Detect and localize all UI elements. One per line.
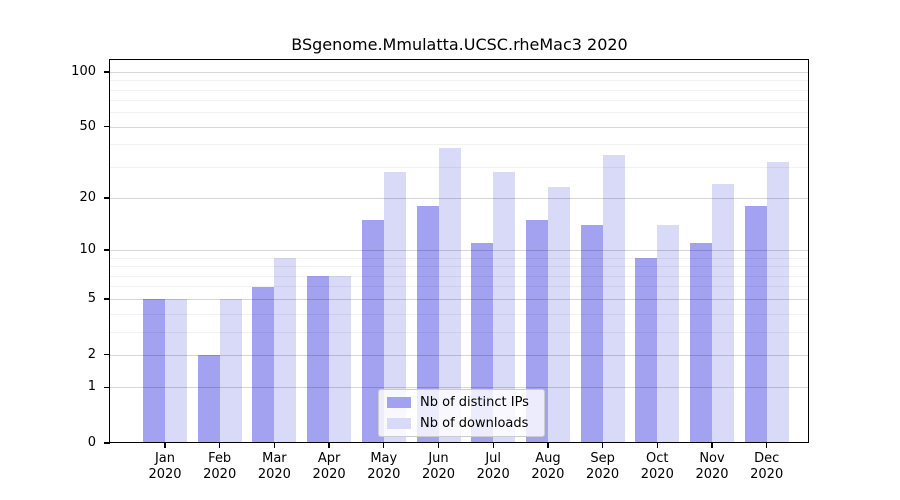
major-gridline-1 xyxy=(110,387,809,389)
bar-distinct-ips-may xyxy=(361,220,384,443)
x-tick-label-sep: Sep 2020 xyxy=(586,451,620,482)
bar-distinct-ips-jun xyxy=(416,206,439,443)
bar-downloads-jul xyxy=(493,172,516,443)
legend-swatch-distinct-ips xyxy=(387,397,411,408)
bar-downloads-nov xyxy=(712,184,734,443)
bar-downloads-jan xyxy=(165,298,187,443)
bar-distinct-ips-oct xyxy=(635,257,658,443)
plot-area xyxy=(110,60,809,443)
x-tick-label-jun: Jun 2020 xyxy=(421,451,456,482)
x-tick-mar xyxy=(273,443,276,448)
x-tick-jan xyxy=(164,443,166,448)
y-tick-100 xyxy=(104,71,110,73)
x-tick-label-dec: Dec 2020 xyxy=(750,451,784,482)
x-tick-label-jan: Jan 2020 xyxy=(148,451,182,482)
minor-gridline-8 xyxy=(110,266,809,268)
minor-gridline-40 xyxy=(110,144,809,146)
x-tick-label-feb: Feb 2020 xyxy=(203,451,237,482)
minor-gridline-30 xyxy=(110,166,809,168)
x-tick-apr xyxy=(328,443,330,448)
legend-label-downloads: Nb of downloads xyxy=(420,415,529,431)
major-gridline-50 xyxy=(110,126,809,128)
y-tick-label-2: 2 xyxy=(87,346,96,362)
bar-downloads-dec xyxy=(766,161,789,443)
legend-item-distinct-ips: Nb of distinct IPs xyxy=(387,394,536,411)
y-tick-10 xyxy=(104,249,110,251)
bar-downloads-feb xyxy=(219,298,242,443)
bar-downloads-oct xyxy=(657,225,680,443)
x-tick-jul xyxy=(492,443,494,448)
minor-gridline-90 xyxy=(110,80,809,82)
major-gridline-10 xyxy=(110,250,809,252)
x-tick-jun xyxy=(437,443,440,448)
minor-gridline-6 xyxy=(110,286,809,288)
bar-downloads-apr xyxy=(329,275,352,443)
bar-distinct-ips-aug xyxy=(525,220,548,443)
bar-downloads-aug xyxy=(547,187,570,443)
minor-gridline-80 xyxy=(110,89,809,91)
minor-gridline-9 xyxy=(110,257,809,259)
minor-gridline-70 xyxy=(110,100,809,102)
x-tick-label-apr: Apr 2020 xyxy=(312,451,346,482)
x-tick-label-nov: Nov 2020 xyxy=(695,451,729,482)
minor-gridline-3 xyxy=(110,331,809,333)
bar-downloads-may xyxy=(383,172,406,443)
x-tick-sep xyxy=(601,443,604,448)
minor-gridline-60 xyxy=(110,112,809,114)
legend-swatch-downloads xyxy=(387,418,411,429)
y-tick-5 xyxy=(104,298,110,300)
legend: Nb of distinct IPs Nb of downloads xyxy=(378,389,545,437)
x-tick-nov xyxy=(711,443,713,448)
y-tick-0 xyxy=(104,442,110,444)
major-gridline-100 xyxy=(110,71,809,73)
y-tick-label-5: 5 xyxy=(87,290,96,306)
bar-downloads-mar xyxy=(274,257,297,443)
bar-distinct-ips-apr xyxy=(307,275,330,443)
bar-distinct-ips-mar xyxy=(252,286,275,443)
major-gridline-2 xyxy=(110,354,809,356)
bar-distinct-ips-jan xyxy=(143,298,165,443)
major-gridline-20 xyxy=(110,198,809,200)
x-tick-feb xyxy=(219,443,221,448)
x-tick-dec xyxy=(766,443,768,448)
x-tick-label-mar: Mar 2020 xyxy=(257,451,291,482)
x-tick-label-aug: Aug 2020 xyxy=(531,451,565,482)
y-tick-label-50: 50 xyxy=(79,118,96,134)
legend-item-downloads: Nb of downloads xyxy=(387,415,536,432)
bar-distinct-ips-feb xyxy=(197,354,220,443)
x-tick-label-oct: Oct 2020 xyxy=(640,451,674,482)
y-tick-1 xyxy=(104,386,110,388)
y-tick-50 xyxy=(104,126,110,128)
x-tick-may xyxy=(383,443,385,448)
y-tick-label-20: 20 xyxy=(79,190,96,206)
y-tick-20 xyxy=(104,197,110,199)
y-tick-label-0: 0 xyxy=(87,435,96,450)
x-tick-oct xyxy=(656,443,658,448)
bar-downloads-sep xyxy=(602,154,625,443)
x-tick-label-jul: Jul 2020 xyxy=(476,451,510,482)
minor-gridline-7 xyxy=(110,275,809,277)
bar-downloads-jun xyxy=(438,148,461,443)
bar-distinct-ips-nov xyxy=(690,243,712,443)
y-tick-label-10: 10 xyxy=(79,242,96,258)
bar-distinct-ips-sep xyxy=(580,225,603,443)
y-tick-label-1: 1 xyxy=(87,379,96,395)
y-tick-2 xyxy=(104,353,110,356)
bar-distinct-ips-dec xyxy=(744,206,767,443)
major-gridline-5 xyxy=(110,298,809,300)
minor-gridline-4 xyxy=(110,313,809,315)
chart-title: BSgenome.Mmulatta.UCSC.rheMac3 2020 xyxy=(291,35,628,54)
x-tick-label-may: May 2020 xyxy=(367,451,401,482)
y-tick-label-100: 100 xyxy=(71,63,96,79)
x-tick-aug xyxy=(547,443,549,448)
legend-label-distinct-ips: Nb of distinct IPs xyxy=(420,394,529,410)
